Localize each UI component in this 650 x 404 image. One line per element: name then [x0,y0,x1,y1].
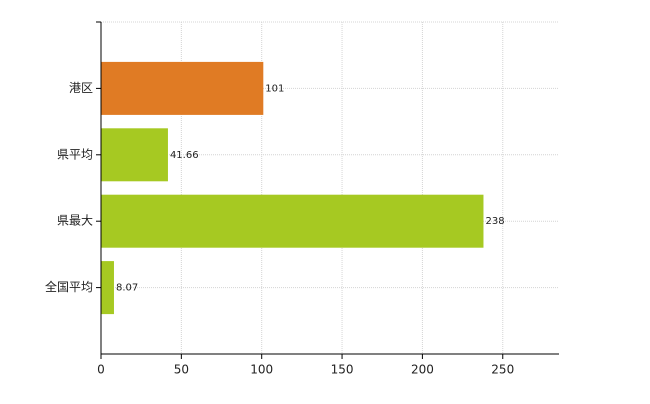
x-tick-label: 250 [491,363,514,377]
bar [101,61,264,115]
bar [101,194,484,248]
y-tick-label: 県平均 [57,147,93,161]
x-tick-label: 50 [174,363,189,377]
x-tick-label: 100 [250,363,273,377]
x-tick-label: 200 [411,363,434,377]
y-tick-label: 港区 [69,81,93,95]
value-label: 41.66 [170,150,199,161]
bar [101,128,168,182]
value-label: 8.07 [116,283,138,294]
x-tick-label: 150 [331,363,354,377]
x-tick-label: 0 [97,363,105,377]
bar [101,261,114,315]
y-tick-label: 全国平均 [45,279,93,294]
y-tick-label: 県最大 [57,214,93,228]
value-label: 238 [485,216,504,227]
value-label: 101 [265,83,284,94]
